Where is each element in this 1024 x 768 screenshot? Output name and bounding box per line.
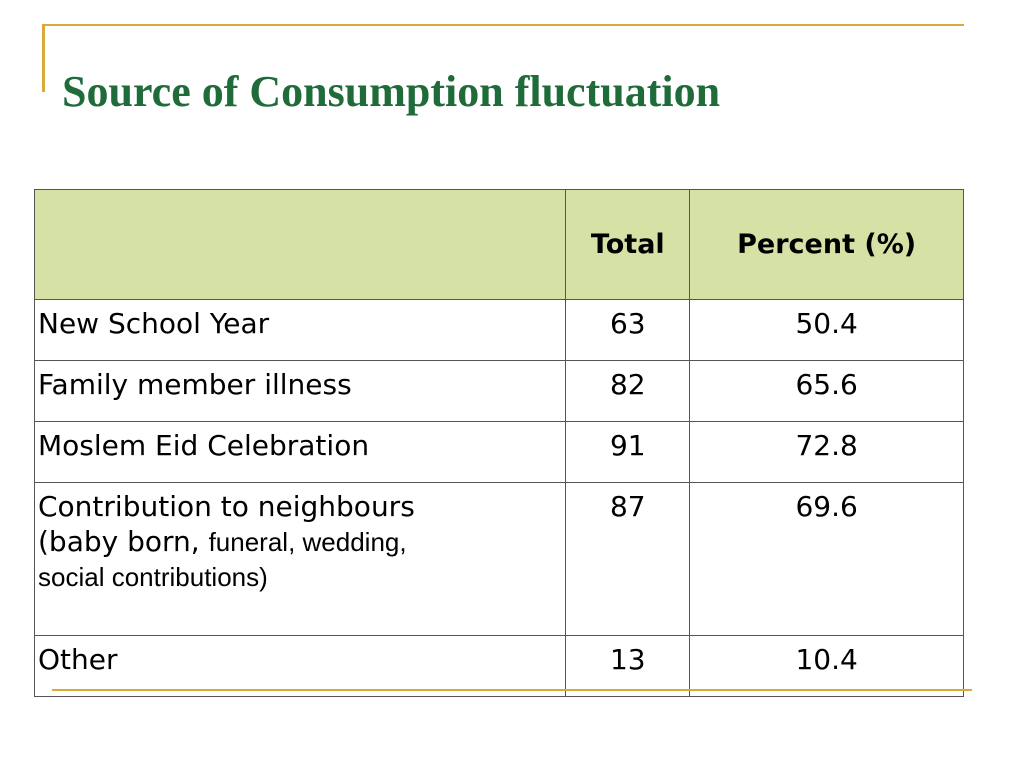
row-percent: 72.8 bbox=[689, 421, 964, 483]
row-total: 63 bbox=[565, 299, 691, 361]
accent-line-bottom bbox=[52, 689, 972, 691]
data-table: Total Percent (%) New School Year 63 50.… bbox=[33, 189, 964, 697]
accent-line-vertical bbox=[42, 24, 45, 92]
header-row: Total Percent (%) bbox=[33, 189, 964, 300]
row-label-line3: social contributions) bbox=[38, 562, 268, 592]
header-total: Total bbox=[565, 189, 691, 300]
row-label-line1: Contribution to neighbours bbox=[38, 490, 415, 523]
row-percent: 10.4 bbox=[689, 635, 964, 697]
slide-title: Source of Consumption fluctuation bbox=[62, 67, 721, 116]
row-total: 13 bbox=[565, 635, 691, 697]
row-total: 91 bbox=[565, 421, 691, 483]
row-label: Moslem Eid Celebration bbox=[33, 421, 567, 483]
table-row: Moslem Eid Celebration 91 72.8 bbox=[33, 421, 964, 483]
accent-line-top bbox=[42, 24, 964, 26]
row-label: Other bbox=[33, 635, 567, 697]
table-row: New School Year 63 50.4 bbox=[33, 299, 964, 361]
table-row: Contribution to neighbours (baby born, f… bbox=[33, 482, 964, 636]
row-label-line2-start: (baby born, bbox=[38, 525, 209, 558]
row-label-multiline: Contribution to neighbours (baby born, f… bbox=[33, 482, 567, 636]
table-row: Family member illness 82 65.6 bbox=[33, 360, 964, 422]
row-total: 82 bbox=[565, 360, 691, 422]
header-percent: Percent (%) bbox=[689, 189, 964, 300]
table-row: Other 13 10.4 bbox=[33, 635, 964, 697]
row-label: New School Year bbox=[33, 299, 567, 361]
row-percent: 69.6 bbox=[689, 482, 964, 636]
row-label: Family member illness bbox=[33, 360, 567, 422]
row-percent: 50.4 bbox=[689, 299, 964, 361]
header-empty bbox=[33, 189, 567, 300]
row-total: 87 bbox=[565, 482, 691, 636]
row-percent: 65.6 bbox=[689, 360, 964, 422]
row-label-line2-rest: funeral, wedding, bbox=[208, 527, 407, 557]
